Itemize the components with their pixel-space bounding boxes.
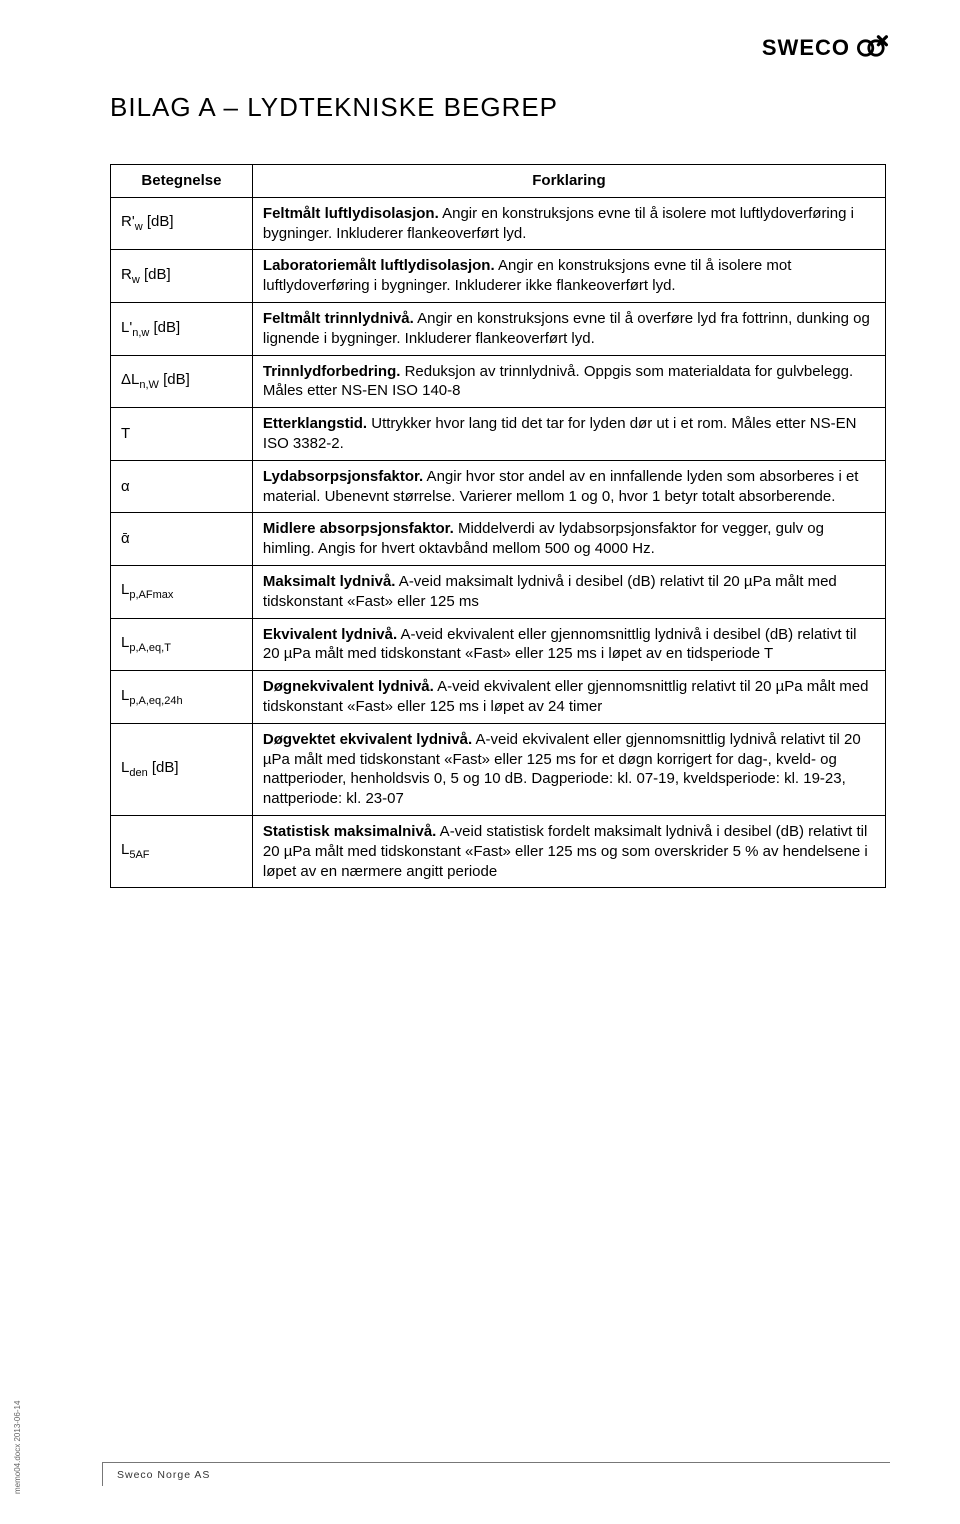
row-label: α [111,460,253,513]
page-title: BILAG A – LYDTEKNISKE BEGREP [110,92,558,123]
header-explain: Forklaring [252,165,885,198]
document-id-side: memo04.docx 2013-06-14 [13,1401,22,1494]
row-explain: Døgnekvivalent lydnivå. A-veid ekvivalen… [252,671,885,724]
sweco-logo: SWECO [762,32,888,64]
row-explain: Etterklangstid. Uttrykker hvor lang tid … [252,408,885,461]
row-label: L5AF [111,815,253,887]
table-body: R'w [dB]Feltmålt luftlydisolasjon. Angir… [111,197,886,888]
row-explain: Feltmålt luftlydisolasjon. Angir en kons… [252,197,885,250]
row-explain: Statistisk maksimalnivå. A-veid statisti… [252,815,885,887]
row-label: ᾱ [111,513,253,566]
table-row: R'w [dB]Feltmålt luftlydisolasjon. Angir… [111,197,886,250]
table-row: Lden [dB]Døgvektet ekvivalent lydnivå. A… [111,723,886,815]
row-explain: Feltmålt trinnlydnivå. Angir en konstruk… [252,302,885,355]
row-explain: Lydabsorpsjonsfaktor. Angir hvor stor an… [252,460,885,513]
row-label: T [111,408,253,461]
row-label: Lp,A,eq,T [111,618,253,671]
row-label: ΔLn,W [dB] [111,355,253,408]
table-row: ΔLn,W [dB]Trinnlydforbedring. Reduksjon … [111,355,886,408]
table-row: L5AFStatistisk maksimalnivå. A-veid stat… [111,815,886,887]
row-explain: Døgvektet ekvivalent lydnivå. A-veid ekv… [252,723,885,815]
row-explain: Midlere absorpsjonsfaktor. Middelverdi a… [252,513,885,566]
header-label: Betegnelse [111,165,253,198]
row-explain: Trinnlydforbedring. Reduksjon av trinnly… [252,355,885,408]
table-header-row: Betegnelse Forklaring [111,165,886,198]
logo-text: SWECO [762,35,850,61]
row-explain: Maksimalt lydnivå. A-veid maksimalt lydn… [252,565,885,618]
table-row: Lp,A,eq,TEkvivalent lydnivå. A-veid ekvi… [111,618,886,671]
table-row: ᾱMidlere absorpsjonsfaktor. Middelverdi … [111,513,886,566]
table-row: TEtterklangstid. Uttrykker hvor lang tid… [111,408,886,461]
footer-company: Sweco Norge AS [102,1462,890,1486]
table-row: L'n,w [dB]Feltmålt trinnlydnivå. Angir e… [111,302,886,355]
row-label: Lden [dB] [111,723,253,815]
row-label: R'w [dB] [111,197,253,250]
row-label: Lp,A,eq,24h [111,671,253,724]
row-label: Rw [dB] [111,250,253,303]
table-row: Rw [dB]Laboratoriemålt luftlydisolasjon.… [111,250,886,303]
row-label: L'n,w [dB] [111,302,253,355]
row-label: Lp,AFmax [111,565,253,618]
table-row: Lp,A,eq,24hDøgnekvivalent lydnivå. A-vei… [111,671,886,724]
row-explain: Laboratoriemålt luftlydisolasjon. Angir … [252,250,885,303]
definitions-table: Betegnelse Forklaring R'w [dB]Feltmålt l… [110,164,886,888]
row-explain: Ekvivalent lydnivå. A-veid ekvivalent el… [252,618,885,671]
table-row: αLydabsorpsjonsfaktor. Angir hvor stor a… [111,460,886,513]
logo-mark-icon [856,32,888,64]
table-row: Lp,AFmaxMaksimalt lydnivå. A-veid maksim… [111,565,886,618]
